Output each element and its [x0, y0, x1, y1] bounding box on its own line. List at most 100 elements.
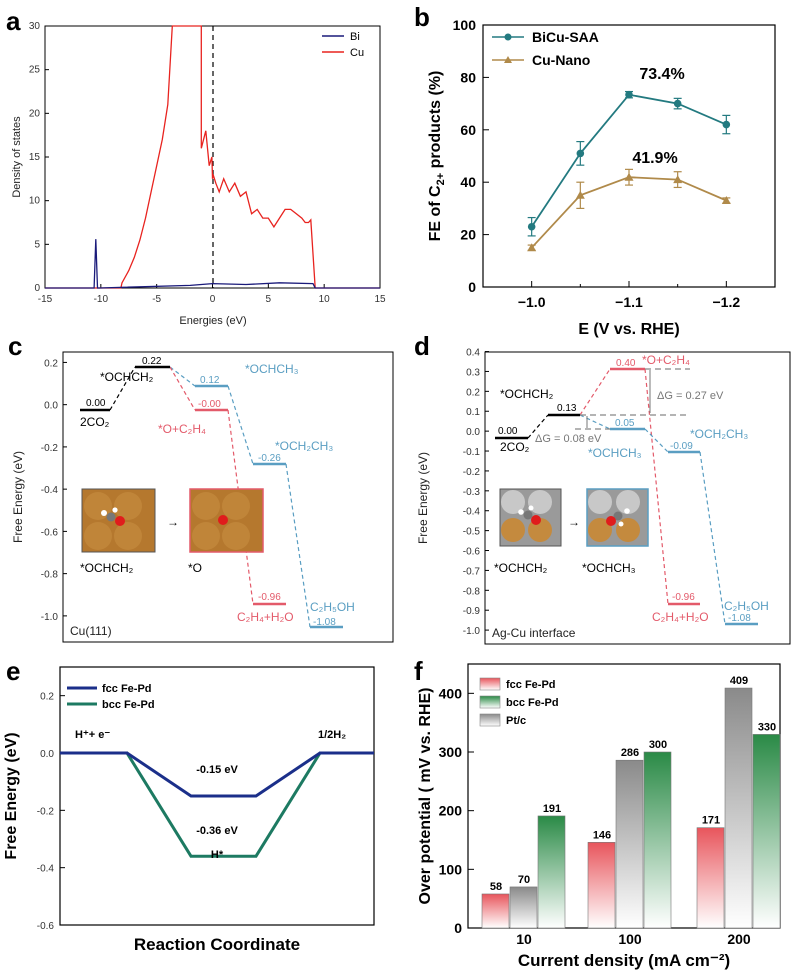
- f-bar-value: 330: [758, 721, 776, 733]
- annotation-73-4: 73.4%: [639, 66, 684, 83]
- c-species-0: 2CO₂: [80, 415, 110, 429]
- f-bar: [752, 734, 781, 929]
- e-ytick-label: -0.2: [37, 806, 55, 817]
- d-species-5: C₂H₄+H₂O: [652, 610, 709, 624]
- f-bar-value: 171: [702, 815, 720, 827]
- panel-label-d: d: [414, 331, 430, 361]
- b-point-cu-nano: [575, 190, 585, 199]
- b-ylabel: FE of C2+ products (%): [427, 71, 447, 242]
- d-ytick-label: 0.0: [466, 427, 480, 438]
- b-xlabel: E (V vs. RHE): [578, 321, 679, 338]
- d-species-1: *OCHCH₂: [500, 387, 554, 401]
- c-species-2: *OCHCH₃: [245, 362, 299, 376]
- panel-label-b: b: [414, 2, 430, 32]
- c-species-1: *OCHCH₂: [100, 370, 154, 384]
- series-line-fcc-fe-pd: [60, 751, 374, 798]
- f-ytick-label: 400: [439, 685, 463, 701]
- d-axis-ticks: 0.4 0.3 0.2 0.1 0.0 -0.1 -0.2 -0.3 -0.4 -0.5 -0.6 -…: [463, 348, 489, 637]
- d-ytick-label: -0.3: [463, 487, 481, 498]
- legend-label-bi: Bi: [350, 31, 360, 43]
- d-ytick-label: -0.8: [463, 586, 481, 597]
- legend-marker-cu-nano: [504, 56, 512, 63]
- panel-c: c 0.2 0.0 -0.2 -0.4 -0.6 -0.8 -1.0 Free Energy…: [8, 331, 394, 643]
- legend-label-bicu-saa: BiCu-SAA: [532, 29, 599, 45]
- c-ytick-label: 0.0: [44, 401, 58, 412]
- d-inset-label-2: *OCHCH₃: [582, 561, 636, 575]
- legend-swatch-bcc-fe-pd: [479, 695, 501, 709]
- b-point-cu-nano: [527, 243, 537, 252]
- c-value-6: -1.08: [313, 617, 336, 628]
- panel-e: e 0.2 0.0 -0.2 -0.4 -0.6 Free Energy (eV) Re…: [3, 656, 375, 954]
- c-inset-structure-1: [81, 488, 156, 553]
- d-species-4: *OCH₂CH₃: [690, 427, 748, 441]
- c-species-4: *OCH₂CH₃: [275, 439, 333, 453]
- c-species-3: *O+C₂H₄: [158, 422, 206, 436]
- f-bar-value: 286: [621, 747, 639, 759]
- f-xtick-label: 200: [727, 931, 751, 947]
- d-ytick-label: 0.2: [466, 387, 480, 398]
- d-ytick-label: 0.4: [466, 348, 480, 359]
- c-ylabel: Free Energy (eV): [11, 451, 25, 543]
- f-bar-value: 58: [490, 881, 502, 893]
- f-bar-value: 409: [730, 675, 748, 687]
- plot-frame-e: [59, 666, 375, 926]
- a-legend: Bi Cu: [322, 31, 364, 59]
- d-value-6: -1.08: [728, 613, 751, 624]
- a-xtick-label: -10: [94, 294, 109, 305]
- legend-swatch-pt-c: [479, 713, 501, 727]
- a-xtick-label: -15: [38, 294, 53, 305]
- legend-label-fcc-fe-pd: fcc Fe-Pd: [506, 679, 556, 691]
- e-legend: fcc Fe-Pd bcc Fe-Pd: [67, 683, 155, 711]
- b-series-group: [527, 90, 731, 252]
- f-xlabel: Current density (mA cm⁻²): [518, 951, 730, 970]
- c-ytick-label: -0.8: [41, 570, 59, 581]
- d-delta-g-guides: [575, 368, 690, 430]
- panel-label-c: c: [8, 331, 22, 361]
- c-value-5: -0.96: [258, 592, 281, 603]
- f-bar: [509, 886, 538, 929]
- d-ytick-label: -0.6: [463, 547, 481, 558]
- plot-frame-d: [484, 351, 791, 645]
- f-bar-value: 70: [518, 874, 530, 886]
- d-connectors: [527, 368, 726, 625]
- e-state-initial: H⁺+ e⁻: [75, 729, 110, 741]
- d-species-6: C₂H₅OH: [724, 599, 769, 613]
- f-bar: [481, 893, 510, 929]
- d-value-2: 0.40: [616, 358, 636, 369]
- d-ytick-label: -0.9: [463, 606, 481, 617]
- d-inset-label-1: *OCHCH₂: [494, 561, 548, 575]
- panel-label-a: a: [6, 6, 21, 36]
- f-ytick-label: 0: [454, 920, 462, 936]
- d-ytick-label: -1.0: [463, 626, 481, 637]
- panel-f: f 0 100 200 300 400 10 100 200 58 70 191 146 286 300…: [414, 656, 781, 970]
- c-ytick-label: -1.0: [41, 612, 59, 623]
- f-bar: [724, 687, 753, 929]
- e-label-fcc: -0.15 eV: [196, 764, 238, 776]
- c-inset-structure-2: [189, 488, 264, 553]
- b-point-bicu-saa: [722, 120, 731, 129]
- f-ylabel: Over potential ( mV vs. RHE): [417, 688, 434, 905]
- c-species-5: C₂H₄+H₂O: [237, 610, 294, 624]
- b-ytick-label: 20: [460, 227, 476, 243]
- legend-swatch-fcc-fe-pd: [479, 677, 501, 691]
- f-ytick-label: 100: [439, 861, 463, 877]
- b-ytick-label: 40: [460, 174, 476, 190]
- d-value-5: -0.96: [672, 592, 695, 603]
- f-bar: [587, 842, 616, 929]
- legend-label-bcc-fe-pd: bcc Fe-Pd: [506, 697, 559, 709]
- f-bar-group: 58 70 191 146 286 300 171 409 330: [481, 675, 781, 929]
- c-ytick-label: -0.6: [41, 527, 59, 538]
- f-axis-ticks: 0 100 200 300 400 10 100 200: [439, 685, 751, 947]
- e-ytick-label: -0.4: [37, 864, 55, 875]
- d-value-1: 0.13: [557, 403, 577, 414]
- c-inset-arrow: →: [167, 515, 179, 529]
- b-ytick-label: 80: [460, 69, 476, 85]
- e-state-final: 1/2H₂: [318, 729, 346, 741]
- d-delta-g-2: ΔG = 0.08 eV: [535, 433, 602, 445]
- c-corner-label: Cu(111): [70, 624, 112, 638]
- legend-label-cu-nano: Cu-Nano: [532, 52, 590, 68]
- a-ytick-label: 5: [34, 239, 40, 250]
- f-bar-value: 146: [593, 829, 611, 841]
- c-species-6: C₂H₅OH: [310, 600, 355, 614]
- f-bar-value: 300: [649, 739, 667, 751]
